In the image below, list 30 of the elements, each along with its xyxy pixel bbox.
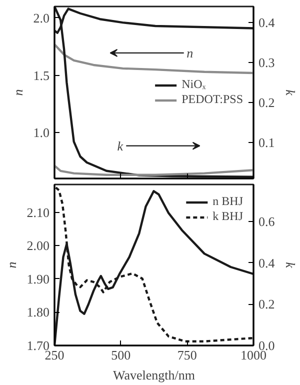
y-tick-label: 2.0 <box>33 10 50 26</box>
y2-tick-label: 0.3 <box>258 55 275 70</box>
y-axis-title: n <box>4 262 19 268</box>
y-axis-title: n <box>10 89 26 96</box>
y-tick-label: 1.80 <box>26 304 50 320</box>
y-tick-label: 2.10 <box>26 204 50 220</box>
legend-label: NiOₓ <box>182 77 206 92</box>
x-axis-title: Wavelength/nm <box>113 368 196 382</box>
line-series <box>54 164 254 176</box>
y2-axis-title: k <box>282 262 298 268</box>
annotation: n <box>186 45 194 60</box>
line-series <box>54 6 254 178</box>
y2-tick-label: 0.6 <box>258 214 276 230</box>
y2-tick-label: 0.4 <box>258 255 276 270</box>
y-tick-label: 1.0 <box>33 125 50 140</box>
x-tick-label: 500 <box>111 348 131 362</box>
y-tick-label: 2.00 <box>26 238 50 254</box>
y-tick-label: 1.5 <box>33 68 50 83</box>
y2-tick-label: 0.2 <box>258 95 275 110</box>
y2-tick-label: 0.4 <box>258 15 276 30</box>
annotation: k <box>117 138 124 154</box>
y2-axis-title: k <box>282 90 298 96</box>
line-series <box>54 43 254 74</box>
legend-label: k BHJ <box>212 209 243 224</box>
y2-tick-label: 0.1 <box>258 135 275 150</box>
y-tick-label: 1.90 <box>26 271 50 286</box>
legend-label: n BHJ <box>212 194 243 209</box>
legend-label: PEDOT:PSS <box>182 92 243 107</box>
x-tick-label: 750 <box>177 348 197 362</box>
y2-tick-label: 0.2 <box>258 296 275 312</box>
